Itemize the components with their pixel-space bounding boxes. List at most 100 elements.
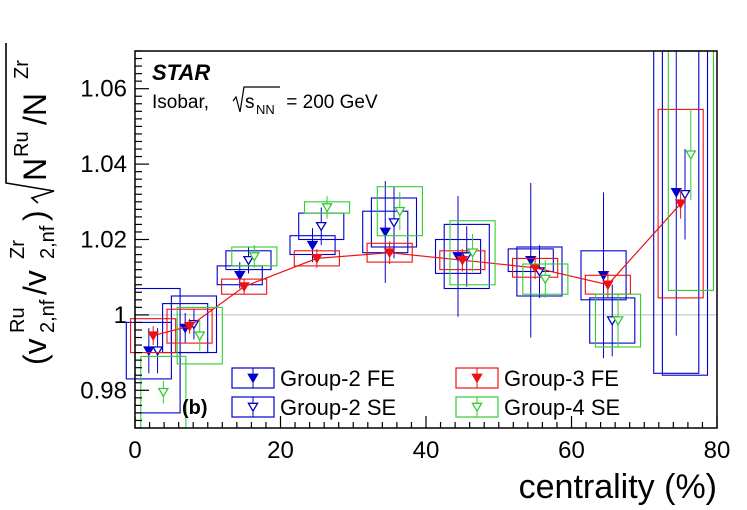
legend-item-group-2-se: Group-2 SE xyxy=(231,395,396,420)
svg-text:(v: (v xyxy=(17,338,53,365)
legend-label-group-4-se: Group-4 SE xyxy=(504,395,620,420)
svg-text:/N: /N xyxy=(17,93,53,125)
marker-group-3-fe xyxy=(311,254,323,264)
series-group-3-fe xyxy=(130,108,704,354)
subtitle: Isobar, s NN = 200 GeV xyxy=(152,86,378,117)
subtitle-nn: NN xyxy=(256,102,275,117)
marker-group-4-se xyxy=(394,206,406,217)
ylabel-v1: v xyxy=(17,338,53,354)
y-axis-label: (v Ru 2,nf /v Zr 2,nf ) N Ru /N Zr xyxy=(5,43,59,365)
y-tick-label: 1.02 xyxy=(80,227,127,254)
subtitle-prefix: Isobar, xyxy=(152,92,214,113)
marker-group-4-se xyxy=(685,150,697,161)
marker-group-3-fe xyxy=(456,255,469,266)
svg-text:s: s xyxy=(245,92,255,113)
sys-box-group-2-se xyxy=(443,223,490,290)
ylabel-open-paren: ( xyxy=(17,354,53,365)
sys-box-group-3-fe xyxy=(166,308,213,344)
ylabel-n1: N xyxy=(17,158,53,181)
sys-box-group-4-se xyxy=(449,220,496,286)
ylabel-sep: / xyxy=(17,116,53,125)
marker-group-4-se xyxy=(193,331,206,342)
plot-frame xyxy=(134,50,718,429)
marker-group-3-fe xyxy=(383,248,396,259)
marker-group-2-se xyxy=(315,221,327,232)
sqrt-sign xyxy=(232,86,280,113)
marker-group-3-fe xyxy=(238,282,250,293)
svg-text:Ru: Ru xyxy=(7,307,29,333)
ylabel-sub-2: 2,nf xyxy=(37,225,59,259)
y-tick-label: 0.98 xyxy=(80,377,127,404)
sys-box-group-3-fe xyxy=(657,108,704,299)
x-axis-label: centrality (%) xyxy=(519,468,717,506)
marker-group-4-se xyxy=(157,387,170,398)
x-tick-label: 0 xyxy=(128,437,141,464)
legend-label-group-2-fe: Group-2 FE xyxy=(280,366,395,391)
legend-marker-group-2-fe xyxy=(247,373,259,384)
marker-group-2-fe xyxy=(234,270,246,281)
legend: Group-2 FE Group-3 FE Group-2 SE Group-4 SE xyxy=(231,366,620,420)
marker-group-4-se xyxy=(612,316,624,326)
marker-group-2-se xyxy=(679,189,691,200)
ylabel-n2-sup: Zr xyxy=(11,60,33,79)
data-series-group xyxy=(125,50,714,429)
marker-group-3-fe xyxy=(147,331,159,342)
svg-text:= 200 GeV: = 200 GeV xyxy=(281,92,378,113)
ylabel-close-paren: ) xyxy=(17,210,53,221)
ylabel-n2: N xyxy=(17,93,53,116)
marker-group-2-fe xyxy=(525,255,537,266)
legend-label-group-2-se: Group-2 SE xyxy=(280,395,396,420)
svg-text:Isobar,: Isobar, xyxy=(152,92,214,113)
marker-group-2-fe xyxy=(306,240,319,251)
marker-group-2-se xyxy=(151,346,164,357)
sys-box-group-3-fe xyxy=(130,318,177,354)
svg-text:Ru: Ru xyxy=(11,131,33,157)
marker-group-2-fe xyxy=(379,227,392,238)
svg-text:Zr: Zr xyxy=(7,240,29,259)
ylabel-sup-ru: Ru xyxy=(7,307,29,333)
marker-group-4-se xyxy=(466,248,479,259)
y-tick-label: 1.04 xyxy=(80,151,127,178)
legend-marker-group-4-se xyxy=(471,402,483,413)
ylabel-v2: v xyxy=(17,270,53,286)
ylabel-n1-sup: Ru xyxy=(11,131,33,157)
legend-marker-group-2-se xyxy=(247,402,259,413)
y-tick-label: 1.06 xyxy=(80,76,127,103)
sys-box-group-4-se xyxy=(176,306,223,365)
marker-group-3-fe xyxy=(183,321,196,332)
svg-text:Zr: Zr xyxy=(11,60,33,79)
x-tick-label: 80 xyxy=(704,437,731,464)
svg-text:2,nf: 2,nf xyxy=(37,225,59,259)
panel-label: (b) xyxy=(182,397,208,419)
svg-text:/v: /v xyxy=(17,270,53,295)
legend-item-group-3-fe: Group-3 FE xyxy=(455,366,619,391)
x-tick-label: 20 xyxy=(267,437,294,464)
subtitle-value: = 200 GeV xyxy=(281,92,378,113)
axes-group: 0 20 40 60 80 0.98 1 1.02 1.04 1.06 xyxy=(80,50,731,464)
svg-text:2,nf: 2,nf xyxy=(37,299,59,333)
subtitle-s: s xyxy=(245,92,255,113)
svg-text:NN: NN xyxy=(256,102,275,117)
x-tick-label: 60 xyxy=(558,437,585,464)
legend-item-group-4-se: Group-4 SE xyxy=(455,395,620,420)
svg-text:N: N xyxy=(17,158,53,181)
legend-marker-group-3-fe xyxy=(471,373,483,384)
svg-text:): ) xyxy=(17,210,53,221)
marker-group-4-se xyxy=(539,274,552,285)
ylabel-sqrt-sign xyxy=(5,43,55,204)
legend-item-group-2-fe: Group-2 FE xyxy=(231,366,395,391)
marker-group-3-fe xyxy=(674,199,687,210)
series-group-2-se xyxy=(134,50,709,414)
marker-group-4-se xyxy=(321,203,333,213)
marker-group-2-se xyxy=(388,218,400,228)
marker-group-2-fe xyxy=(670,188,683,198)
ylabel-sup-zr: Zr xyxy=(7,240,29,259)
y-tick-label: 1 xyxy=(114,302,127,329)
marker-group-2-se xyxy=(242,255,255,266)
ylabel-sub-1: 2,nf xyxy=(37,299,59,333)
legend-label-group-3-fe: Group-3 FE xyxy=(504,366,619,391)
series-group-4-se xyxy=(140,50,714,429)
x-tick-label: 40 xyxy=(413,437,440,464)
